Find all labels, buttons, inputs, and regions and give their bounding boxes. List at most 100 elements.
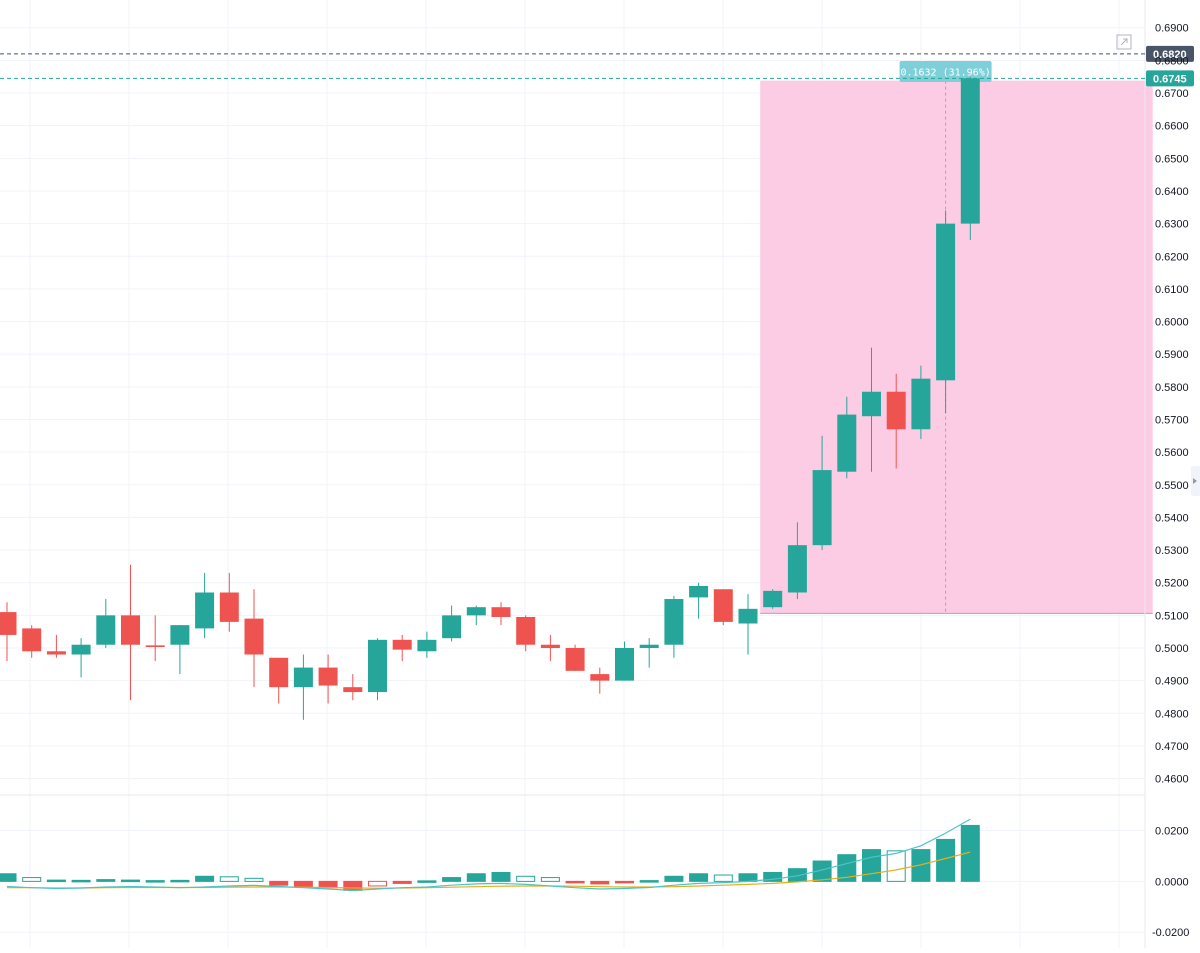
candle-body[interactable] xyxy=(837,414,857,472)
histogram-bar[interactable] xyxy=(812,860,832,882)
candle[interactable] xyxy=(244,589,264,688)
histogram-bar[interactable] xyxy=(960,824,980,882)
candle[interactable] xyxy=(862,347,881,472)
histogram-bar[interactable] xyxy=(911,849,931,882)
candle[interactable] xyxy=(96,599,116,648)
candle-body[interactable] xyxy=(911,378,931,430)
candle-layer[interactable] xyxy=(0,76,980,720)
candle-body[interactable] xyxy=(46,651,66,655)
candle-body[interactable] xyxy=(787,545,807,593)
candle[interactable] xyxy=(664,595,684,658)
histogram-bar[interactable] xyxy=(491,871,511,882)
histogram-bar[interactable] xyxy=(96,879,116,882)
histogram-bar[interactable] xyxy=(22,877,42,882)
candle-body[interactable] xyxy=(269,657,289,688)
histogram-bar[interactable] xyxy=(565,880,585,884)
candle-body[interactable] xyxy=(417,639,437,652)
candle-body[interactable] xyxy=(516,616,536,645)
histogram-bar[interactable] xyxy=(540,877,560,882)
candle-body[interactable] xyxy=(763,590,783,608)
overlay-layer[interactable] xyxy=(1116,34,1200,496)
histogram-bar[interactable] xyxy=(763,871,783,882)
candle[interactable] xyxy=(565,644,585,671)
candle-body[interactable] xyxy=(71,644,91,655)
candle[interactable] xyxy=(466,605,486,626)
scroll-handle-icon[interactable] xyxy=(1191,466,1200,496)
histogram-bar[interactable] xyxy=(318,880,338,889)
candle[interactable] xyxy=(318,654,338,704)
candle-body[interactable] xyxy=(960,78,980,224)
histogram-bar[interactable] xyxy=(392,880,412,884)
candle[interactable] xyxy=(46,634,66,658)
histogram-bar[interactable] xyxy=(417,880,437,883)
candle[interactable] xyxy=(787,522,807,600)
histogram-bar[interactable] xyxy=(195,875,215,882)
histogram-bar[interactable] xyxy=(368,880,387,887)
macd-line[interactable] xyxy=(6,818,971,892)
candle-body[interactable] xyxy=(590,674,610,681)
candle-body[interactable] xyxy=(491,607,511,617)
candle-body[interactable] xyxy=(442,615,462,639)
candle[interactable] xyxy=(121,564,140,701)
histogram-bar[interactable] xyxy=(738,873,758,882)
histogram-bar[interactable] xyxy=(46,879,66,883)
candle-body[interactable] xyxy=(639,644,659,648)
histogram-bar[interactable] xyxy=(219,876,239,882)
candle-body[interactable] xyxy=(540,644,560,648)
candle[interactable] xyxy=(738,594,758,655)
histogram-bar[interactable] xyxy=(442,877,462,882)
candle-body[interactable] xyxy=(0,612,17,635)
candle-body[interactable] xyxy=(145,645,165,648)
candle-body[interactable] xyxy=(392,639,412,650)
histogram-bar[interactable] xyxy=(862,849,881,882)
candle-body[interactable] xyxy=(936,223,956,381)
histogram-bar[interactable] xyxy=(787,868,807,882)
indicator-layer[interactable] xyxy=(0,818,980,892)
measure-label[interactable]: 0.1632 (31.96%) xyxy=(899,61,992,82)
candle-body[interactable] xyxy=(812,470,832,546)
candle-body[interactable] xyxy=(22,628,42,652)
candle[interactable] xyxy=(293,654,313,720)
histogram-bar[interactable] xyxy=(145,880,165,883)
histogram-bar[interactable] xyxy=(343,880,363,891)
candle[interactable] xyxy=(442,605,462,642)
candle[interactable] xyxy=(368,638,387,701)
candle-body[interactable] xyxy=(219,592,239,622)
candle[interactable] xyxy=(145,615,165,662)
candle-body[interactable] xyxy=(565,647,585,671)
candle[interactable] xyxy=(516,615,536,652)
candle[interactable] xyxy=(639,638,659,668)
histogram-bar[interactable] xyxy=(121,879,140,883)
candle[interactable] xyxy=(22,625,42,658)
candle[interactable] xyxy=(837,396,857,479)
histogram-bar[interactable] xyxy=(664,875,684,882)
candle-body[interactable] xyxy=(293,667,313,688)
candle-body[interactable] xyxy=(244,618,264,655)
histogram-bar[interactable] xyxy=(689,873,709,882)
histogram-bar[interactable] xyxy=(170,879,190,883)
candle-body[interactable] xyxy=(689,585,709,598)
candle[interactable] xyxy=(590,667,610,694)
candle[interactable] xyxy=(392,634,412,662)
histogram-bar[interactable] xyxy=(293,880,313,887)
candle-body[interactable] xyxy=(664,599,684,645)
candle[interactable] xyxy=(71,638,91,678)
candle[interactable] xyxy=(886,373,906,469)
histogram-bar[interactable] xyxy=(713,874,733,882)
price-tag[interactable]: 0.6820 xyxy=(1146,45,1194,62)
candle-body[interactable] xyxy=(318,667,338,686)
histogram-bar[interactable] xyxy=(837,854,857,882)
candle-body[interactable] xyxy=(615,647,634,681)
histogram-bar[interactable] xyxy=(615,880,634,884)
candle-body[interactable] xyxy=(368,639,387,693)
histogram-bar[interactable] xyxy=(269,880,289,886)
candle-body[interactable] xyxy=(862,391,881,417)
histogram-bar[interactable] xyxy=(590,880,610,885)
candle[interactable] xyxy=(540,634,560,662)
candle[interactable] xyxy=(491,602,511,626)
histogram-bar[interactable] xyxy=(516,875,536,882)
histogram-bar[interactable] xyxy=(0,873,17,882)
